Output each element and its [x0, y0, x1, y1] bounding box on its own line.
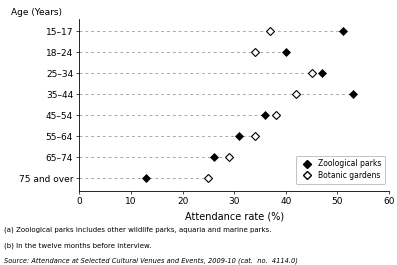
Text: Source: Attendance at Selected Cultural Venues and Events, 2009-10 (cat.  no.  4: Source: Attendance at Selected Cultural … [4, 257, 298, 264]
X-axis label: Attendance rate (%): Attendance rate (%) [185, 212, 284, 222]
Text: (a) Zoological parks includes other wildlife parks, aquaria and marine parks.: (a) Zoological parks includes other wild… [4, 227, 272, 233]
Text: (b) In the twelve months before interview.: (b) In the twelve months before intervie… [4, 242, 151, 249]
Legend: Zoological parks, Botanic gardens: Zoological parks, Botanic gardens [296, 156, 385, 184]
Text: Age (Years): Age (Years) [11, 8, 62, 17]
